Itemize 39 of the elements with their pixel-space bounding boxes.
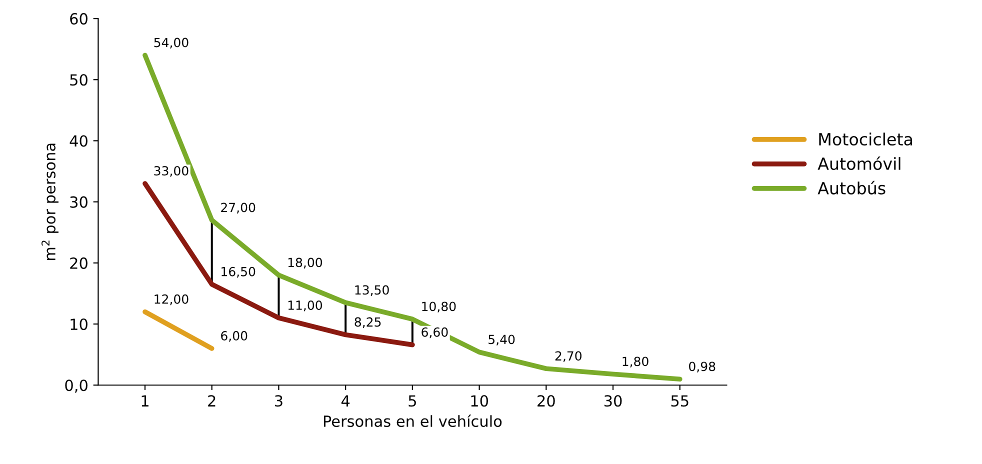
legend-label: Autobús [818,180,886,194]
y-tick-label: 50 [70,74,88,86]
legend-label: Automóvil [818,156,900,170]
x-tick-label: 2 [208,395,216,406]
data-label: 13,50 [355,285,389,296]
y-tick-label: 10 [70,318,88,330]
data-label: 18,00 [288,258,322,268]
data-label: 54,00 [154,38,188,49]
x-tick-label: 55 [671,395,688,407]
data-label: 27,00 [221,202,256,214]
line-series [142,181,415,348]
data-label: 5,40 [488,334,515,346]
legend-label: Motocicleta [819,132,912,146]
x-tick-label: 20 [538,395,555,407]
x-tick-label: 3 [275,395,282,407]
x-tick-label: 10 [471,395,488,407]
data-label: 16,50 [222,266,256,278]
data-label: 6,00 [221,331,248,342]
y-axis-title: m$^{2}$ por persona [42,144,58,260]
y-tick-label: 40 [70,135,88,147]
data-label: 1,80 [622,356,648,368]
data-label: 6,60 [422,327,448,338]
data-label: 11,00 [288,300,322,312]
data-label: 33,00 [154,166,188,177]
x-tick-label: 30 [604,395,622,407]
data-label: 10,80 [422,302,456,312]
x-tick-label: 4 [341,395,350,406]
line-series [142,52,682,382]
y-tick-label: 60 [70,13,88,25]
y-tick-label: 30 [70,196,88,208]
x-tick-label: 5 [408,395,416,407]
data-label: 2,70 [555,351,582,362]
y-tick-label: 0,0 [65,380,88,393]
data-label: 0,98 [689,362,716,372]
x-tick-label: 1 [142,395,148,406]
x-axis-title: Personas en el vehículo [324,414,502,428]
data-label: 12,00 [154,294,188,306]
y-tick-label: 20 [70,257,88,269]
data-label: 8,25 [354,317,381,328]
